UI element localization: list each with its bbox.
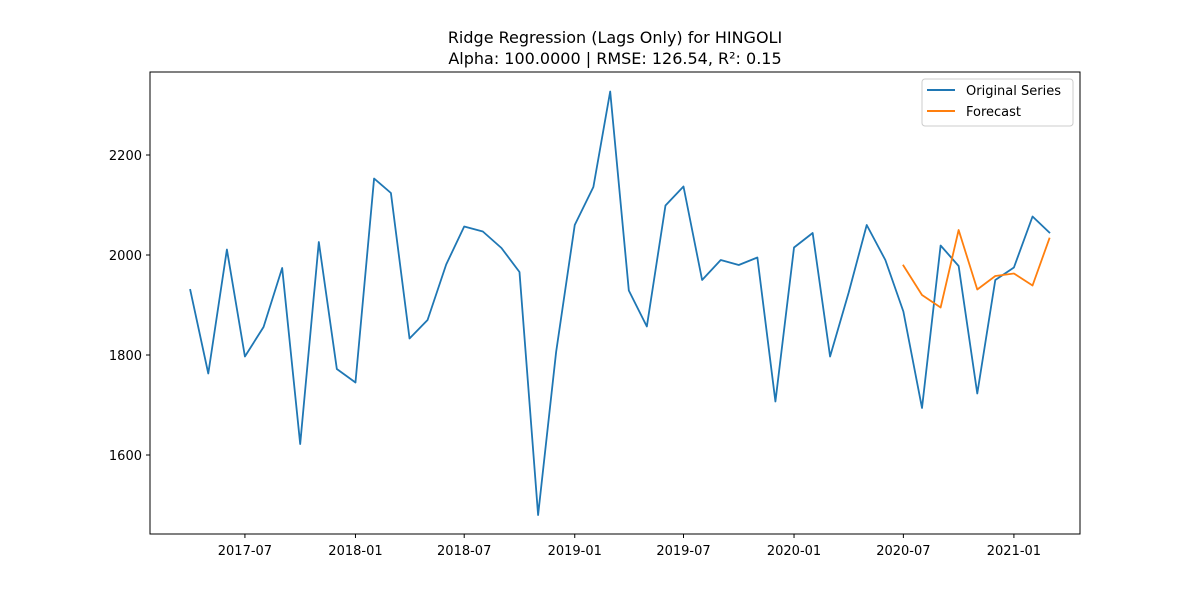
y-axis-ticks: 1600 1800 2000 2200 (109, 149, 150, 464)
x-tick-label: 2019-01 (548, 544, 602, 559)
x-tick-label: 2020-01 (767, 544, 821, 559)
x-tick-label: 2020-07 (876, 544, 930, 559)
x-tick-label: 2019-07 (656, 544, 710, 559)
x-tick-label: 2017-07 (218, 544, 272, 559)
plot-area-frame (149, 71, 1081, 535)
legend-box (921, 78, 1074, 127)
y-tick-label: 1800 (109, 349, 142, 364)
y-tick-label: 1600 (109, 449, 142, 464)
chart-subtitle: Alpha: 100.0000 | RMSE: 126.54, R²: 0.15 (448, 49, 781, 68)
legend-label-forecast: Forecast (966, 105, 1021, 120)
x-tick-label: 2018-07 (437, 544, 491, 559)
series-layer (189, 90, 1051, 516)
y-tick-label: 2000 (109, 249, 142, 264)
x-tick-label: 2018-01 (328, 544, 382, 559)
legend: Original Series Forecast (921, 78, 1074, 127)
x-axis-ticks: 2017-07 2018-01 2018-07 2019-01 2019-07 2020-… (218, 534, 1041, 559)
legend-label-original-series: Original Series (966, 84, 1061, 99)
series-line-original-series (189, 90, 1051, 516)
series-line-forecast (902, 229, 1051, 309)
y-tick-label: 2200 (109, 149, 142, 164)
x-tick-label: 2021-01 (987, 544, 1041, 559)
chart-title: Ridge Regression (Lags Only) for HINGOLI (448, 28, 782, 47)
